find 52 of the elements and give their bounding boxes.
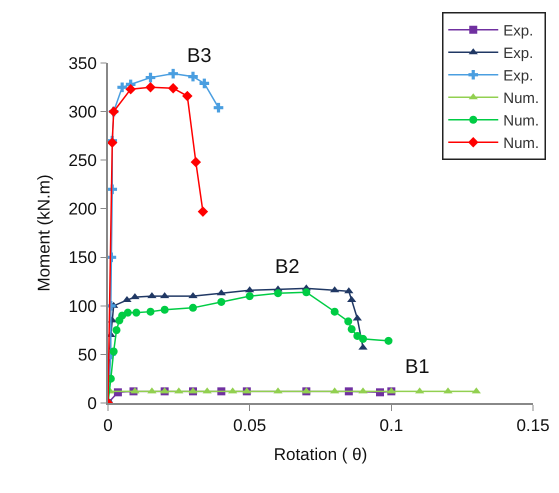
point (110, 348, 118, 356)
x-tick-label: 0.05 (233, 416, 266, 436)
point (125, 84, 136, 94)
point (132, 308, 140, 317)
point (117, 82, 127, 92)
y-tick-label: 350 (68, 54, 97, 73)
legend-label: Num. (503, 135, 540, 152)
y-tick-label: 100 (68, 296, 97, 316)
point (344, 317, 352, 326)
point (330, 308, 339, 316)
point (274, 289, 282, 298)
point (160, 306, 169, 314)
x-tick-label: 0.1 (380, 416, 404, 436)
annotation: B2 (275, 256, 300, 278)
legend-label: Exp. (503, 45, 534, 62)
y-tick-label: 200 (68, 200, 97, 219)
point (112, 326, 120, 334)
point (302, 288, 310, 296)
x-tick-label: 0 (103, 416, 113, 436)
legend-label: Num. (503, 112, 540, 130)
legend-label: Num. (503, 90, 540, 108)
point (146, 72, 156, 82)
y-tick-label: 0 (87, 394, 97, 413)
point (359, 334, 367, 343)
point (348, 325, 356, 334)
legend-label: Exp. (503, 22, 534, 40)
y-tick-label: 300 (68, 102, 97, 122)
y-axis-title: Moment (kN.m) (34, 174, 54, 292)
point (146, 308, 154, 316)
x-tick-label: 0.15 (516, 416, 550, 436)
point (189, 304, 197, 312)
point (190, 156, 202, 168)
point (198, 206, 208, 217)
point (217, 298, 226, 306)
annotation: B3 (187, 45, 212, 67)
point (108, 137, 118, 148)
point (200, 78, 210, 88)
point (168, 68, 178, 78)
point (124, 308, 132, 317)
annotation: B1 (405, 356, 430, 378)
point (145, 82, 156, 92)
point (182, 90, 193, 102)
legend-label: Exp. (503, 68, 534, 85)
point (214, 102, 224, 112)
point (188, 72, 198, 82)
point (384, 336, 392, 345)
point (168, 83, 178, 94)
y-tick-label: 50 (78, 345, 97, 364)
y-tick-label: 150 (68, 248, 97, 268)
x-axis-title: Rotation ( θ) (274, 445, 368, 464)
point (246, 292, 254, 300)
y-tick-label: 250 (68, 151, 97, 170)
